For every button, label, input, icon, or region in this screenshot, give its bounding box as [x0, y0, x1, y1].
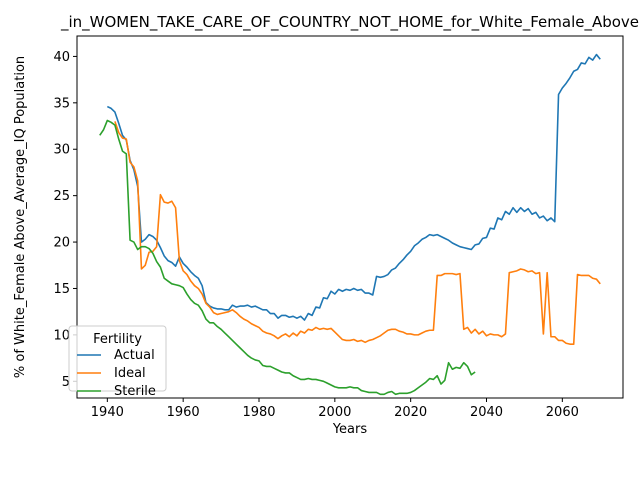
x-tick-label: 1940 [91, 405, 124, 420]
plot-frame [76, 35, 624, 399]
series-line-actual [106, 53, 601, 321]
x-tick-label: 2040 [470, 405, 503, 420]
y-tick-label: 25 [53, 189, 70, 204]
x-tick-label: 2000 [318, 405, 351, 420]
y-axis-label: % of White_Female Above_Average_IQ Popul… [13, 56, 28, 378]
y-tick-label: 20 [53, 236, 70, 251]
y-tick-label: 5 [62, 375, 70, 390]
x-axis-label: Years [332, 422, 368, 437]
legend: Fertility Actual Ideal Sterile [68, 325, 167, 399]
series-layer [99, 53, 601, 396]
legend-items: Actual Ideal Sterile [77, 348, 156, 399]
x-tick-label: 2060 [546, 405, 579, 420]
legend-label-actual: Actual [114, 348, 155, 363]
legend-label-sterile: Sterile [114, 384, 156, 399]
series-line-ideal [114, 121, 601, 345]
y-tick-label: 40 [53, 50, 70, 65]
legend-title: Fertility [93, 332, 142, 347]
x-axis: 1940 1960 1980 2000 2020 2040 2060 [91, 398, 579, 420]
y-tick-label: 30 [53, 143, 70, 158]
legend-label-ideal: Ideal [114, 366, 146, 381]
y-axis: 5 10 15 20 25 30 35 40 [53, 50, 77, 390]
chart-title: _in_WOMEN_TAKE_CARE_OF_COUNTRY_NOT_HOME_… [60, 13, 639, 32]
x-tick-label: 1960 [167, 405, 200, 420]
x-tick-label: 1980 [242, 405, 275, 420]
y-tick-label: 15 [53, 282, 70, 297]
series-line-sterile [99, 119, 476, 396]
x-tick-label: 2020 [394, 405, 427, 420]
y-tick-label: 10 [53, 328, 70, 343]
y-tick-label: 35 [53, 96, 70, 111]
legend-box [68, 325, 167, 392]
